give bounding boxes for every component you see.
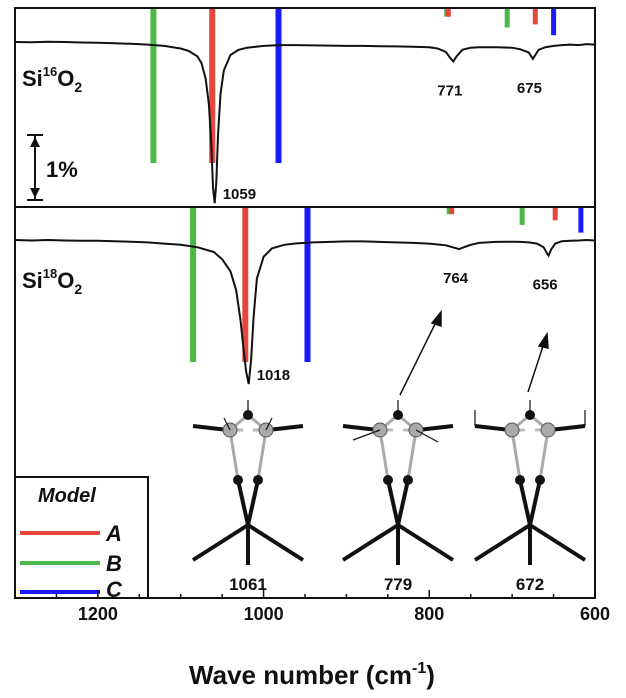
x-axis-ticks bbox=[14, 590, 596, 598]
legend-label-c: C bbox=[106, 577, 123, 602]
model-a-stick bbox=[449, 208, 455, 215]
x-tick-label: 800 bbox=[414, 604, 444, 624]
mode-inset-672 bbox=[473, 400, 587, 567]
x-tick-label: 1200 bbox=[78, 604, 118, 624]
mode-inset-1061 bbox=[191, 400, 305, 567]
model-c-stick bbox=[304, 208, 311, 362]
x-tick-label: 600 bbox=[580, 604, 610, 624]
peak-label: 764 bbox=[443, 270, 469, 287]
peak-label: 1059 bbox=[223, 186, 256, 203]
mode-inset-779 bbox=[341, 400, 455, 567]
model-a-stick bbox=[209, 9, 216, 163]
model-c-stick bbox=[551, 9, 557, 36]
legend: Model A B C bbox=[14, 476, 149, 602]
model-b-stick bbox=[504, 9, 510, 28]
model-c-stick bbox=[275, 9, 282, 163]
model-c-stick bbox=[578, 208, 584, 233]
peak-label: 675 bbox=[517, 80, 542, 97]
x-tick-label: 1000 bbox=[244, 604, 284, 624]
spectrum-si16o2 bbox=[14, 40, 596, 204]
model-a-stick bbox=[532, 9, 538, 25]
peak-label: 771 bbox=[437, 83, 462, 100]
model-a-stick bbox=[445, 9, 451, 17]
mode-label: 672 bbox=[516, 575, 544, 594]
mode-pointer-arrows bbox=[399, 309, 549, 396]
peak-label: 656 bbox=[533, 277, 558, 294]
legend-label-b: B bbox=[106, 551, 122, 576]
legend-label-a: A bbox=[105, 521, 122, 546]
mode-label: 1061 bbox=[229, 575, 267, 594]
model-b-stick bbox=[150, 9, 157, 163]
mode-label: 779 bbox=[384, 575, 412, 594]
scale-bar bbox=[27, 134, 43, 201]
peak-label: 1018 bbox=[257, 367, 290, 384]
isotope-label-si16o2: Si16O2 bbox=[22, 64, 82, 95]
legend-title: Model bbox=[38, 485, 96, 507]
model-sticks-panel-2 bbox=[190, 208, 584, 362]
spectrum-si18o2 bbox=[14, 238, 596, 385]
model-a-stick bbox=[552, 208, 558, 221]
isotope-label-si18o2: Si18O2 bbox=[22, 266, 82, 297]
legend-box bbox=[14, 476, 149, 599]
model-b-stick bbox=[519, 208, 525, 225]
model-a-stick bbox=[242, 208, 249, 362]
model-sticks-panel-1 bbox=[150, 9, 557, 163]
scale-bar-label: 1% bbox=[46, 157, 78, 182]
model-b-stick bbox=[190, 208, 197, 362]
x-axis-label: Wave number (cm-1) bbox=[189, 660, 435, 690]
